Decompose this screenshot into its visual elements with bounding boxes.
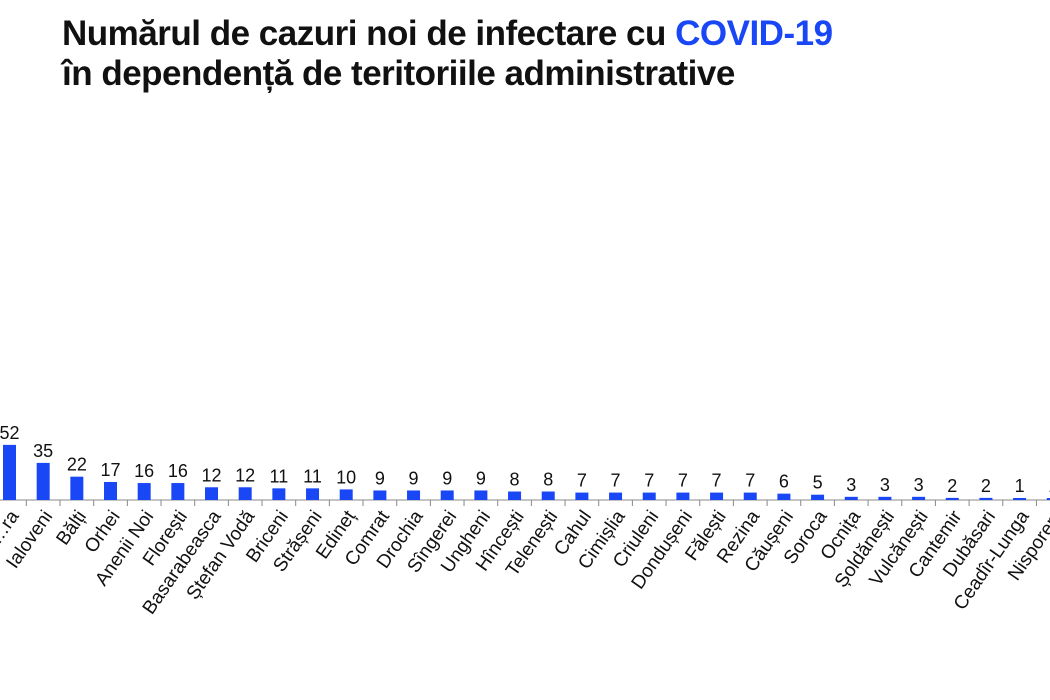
bar: [137, 483, 151, 500]
bar: [743, 492, 757, 500]
data-label: 8: [510, 470, 520, 490]
bar: [104, 481, 118, 500]
bar: [373, 490, 387, 500]
data-label: 7: [712, 471, 722, 491]
bar: [844, 496, 858, 500]
bar: [710, 492, 724, 500]
data-label: 6: [779, 472, 789, 492]
data-label: 17: [100, 460, 120, 480]
data-label: 16: [134, 461, 154, 481]
data-label: 22: [67, 455, 87, 475]
bar: [541, 491, 555, 500]
data-label: 2: [947, 476, 957, 496]
data-label: 7: [611, 471, 621, 491]
bar: [1046, 498, 1050, 500]
data-label: 7: [577, 471, 587, 491]
data-label: 3: [880, 475, 890, 495]
bar: [508, 491, 522, 500]
bar: [575, 492, 589, 500]
data-label: 7: [644, 471, 654, 491]
bar: [642, 492, 656, 500]
bar: [306, 488, 320, 500]
bar: [440, 490, 454, 500]
data-label: 9: [409, 468, 419, 488]
bar: [945, 497, 959, 500]
data-label: 8: [543, 470, 553, 490]
data-label: 2: [981, 476, 991, 496]
title-line1-prefix: Numărul de cazuri noi de infectare cu: [62, 14, 676, 53]
data-label: 16: [168, 461, 188, 481]
bar: [1013, 498, 1027, 500]
data-label: 9: [375, 468, 385, 488]
data-label: 9: [442, 468, 452, 488]
data-label: 7: [745, 471, 755, 491]
data-label: 1: [1015, 476, 1025, 496]
bar: [777, 493, 791, 500]
bar: [676, 492, 690, 500]
bar: [205, 487, 219, 500]
data-label: 11: [303, 466, 322, 486]
bar: [272, 488, 286, 500]
bar: [36, 462, 50, 500]
bar: [238, 487, 252, 500]
data-label: 3: [914, 475, 924, 495]
bar: [339, 489, 353, 500]
data-label: 5: [813, 473, 823, 493]
bar: [609, 492, 623, 500]
data-label: 12: [235, 465, 255, 485]
data-label: 3: [846, 475, 856, 495]
bar: [171, 483, 185, 500]
data-label: 12: [202, 465, 222, 485]
data-label: 52: [0, 423, 20, 443]
data-label: 7: [678, 471, 688, 491]
bar: [912, 496, 926, 500]
bar: [474, 490, 488, 500]
bar: [979, 497, 993, 500]
bar: [407, 490, 421, 500]
bar: [811, 494, 825, 500]
bar: [3, 444, 16, 500]
bar: [878, 496, 892, 500]
title-line2: în dependență de teritoriile administrat…: [62, 54, 735, 93]
data-label: 35: [33, 441, 53, 461]
title-line1-accent: COVID-19: [675, 14, 833, 53]
data-label: 9: [476, 468, 486, 488]
chart-title: Numărul de cazuri noi de infectare cu CO…: [62, 14, 833, 94]
data-label: 1: [1048, 476, 1050, 496]
data-label: 10: [336, 467, 356, 487]
data-label: 11: [270, 466, 289, 486]
bar: [70, 476, 84, 500]
